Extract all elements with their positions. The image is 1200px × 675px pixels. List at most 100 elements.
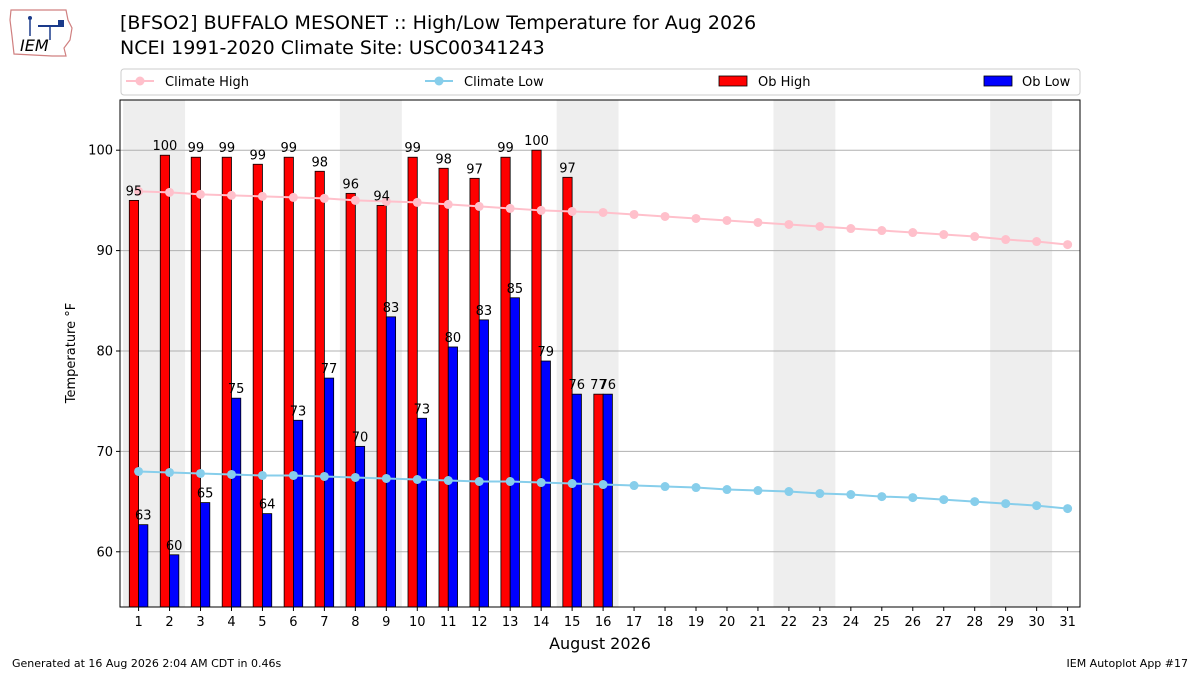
climate-high-point [196, 189, 206, 199]
climate-high-point [505, 203, 515, 213]
climate-low-point [567, 479, 577, 489]
ob-high-label: 99 [188, 141, 205, 156]
ob-low-bar [262, 513, 273, 608]
ob-low-label: 79 [538, 345, 555, 360]
ob-low-label: 63 [135, 509, 152, 524]
legend: Climate High Climate Low Ob High Ob Low [120, 68, 1081, 96]
legend-label: Ob Low [1022, 75, 1071, 90]
climate-low-point [134, 466, 144, 476]
ob-high-label: 98 [435, 152, 452, 167]
ob-low-bar [354, 445, 366, 608]
x-tick-label: 10 [409, 615, 426, 630]
ob-high-label: 99 [281, 141, 298, 156]
ob-high-bar [469, 177, 480, 608]
climate-low-point [691, 483, 701, 493]
iem-logo: IEM [8, 6, 74, 64]
ob-high-label: 99 [497, 141, 514, 156]
ob-high-bar [500, 156, 511, 608]
x-tick-label: 25 [874, 615, 891, 630]
ob-high-bar [252, 163, 263, 608]
climate-high-point [660, 211, 670, 221]
x-tick-label: 3 [196, 615, 204, 630]
ob-low-label: 75 [228, 382, 245, 397]
climate-low-point [288, 470, 298, 480]
ob-high-bar [128, 199, 139, 608]
climate-low-point [908, 493, 918, 503]
legend-label: Ob High [758, 75, 811, 90]
x-tick-label: 8 [351, 615, 359, 630]
x-tick-label: 27 [935, 615, 952, 630]
x-tick-label: 24 [843, 615, 860, 630]
ob-high-bar [283, 156, 294, 608]
x-tick-label: 9 [382, 615, 390, 630]
ob-high-label: 96 [342, 177, 359, 192]
climate-high-point [908, 228, 918, 238]
climate-high-point [629, 209, 639, 219]
climate-low-point [784, 487, 794, 497]
climate-high-point [226, 190, 236, 200]
x-tick-label: 18 [657, 615, 674, 630]
x-tick-label: 17 [626, 615, 643, 630]
climate-high-point [350, 195, 360, 205]
ob-low-bar [509, 297, 520, 608]
climate-high-point [319, 193, 329, 203]
climate-low-point [536, 478, 546, 488]
climate-high-point [474, 201, 484, 211]
climate-low-point [1063, 504, 1073, 514]
ob-high-label: 99 [404, 141, 421, 156]
ob-high-label: 99 [250, 148, 267, 163]
climate-high-point [815, 221, 825, 231]
weekend-band [990, 100, 1053, 607]
ob-high-label: 97 [559, 161, 576, 176]
ob-low-label: 73 [414, 402, 431, 417]
x-tick-label: 13 [502, 615, 519, 630]
climate-high-point [722, 215, 732, 225]
ob-high-bar [314, 170, 325, 608]
ob-low-bar [231, 397, 242, 608]
climate-low-point [412, 474, 422, 484]
ob-low-label: 83 [476, 304, 493, 319]
ob-low-bar [293, 419, 304, 608]
climate-low-point [660, 482, 670, 492]
ob-high-label: 98 [311, 155, 328, 170]
climate-low-point [226, 469, 236, 479]
climate-low-point [970, 497, 980, 507]
ob-low-label: 76 [569, 378, 586, 393]
x-tick-label: 26 [905, 615, 922, 630]
ob-high-bar [407, 156, 418, 608]
ob-low-bar [138, 524, 149, 608]
ob-low-bar [478, 319, 489, 608]
climate-low-point [474, 477, 484, 487]
climate-low-point [319, 471, 329, 481]
ob-low-bar [323, 377, 335, 608]
climate-high-point [598, 207, 608, 217]
x-tick-label: 30 [1028, 615, 1045, 630]
climate-high-point [134, 186, 144, 196]
ob-high-label: 97 [466, 162, 483, 177]
climate-high-point [288, 192, 298, 202]
x-tick-label: 15 [564, 615, 581, 630]
x-tick-label: 21 [750, 615, 767, 630]
weekend-band [773, 100, 836, 607]
climate-low-point [381, 473, 391, 483]
ob-low-label: 77 [321, 362, 338, 377]
climate-high-point [536, 205, 546, 215]
chart-subtitle: NCEI 1991-2020 Climate Site: USC00341243 [120, 37, 545, 59]
ob-low-bar [416, 417, 427, 608]
legend-bar-swatch [983, 75, 1013, 87]
y-tick-label: 90 [96, 244, 113, 259]
bar-labels: 95 100 99 99 99 99 98 96 94 99 98 97 99 100 97 77 63 60 65… [126, 134, 616, 554]
climate-high-point [970, 232, 980, 242]
plot-frame [119, 99, 1081, 608]
ob-low-label: 65 [197, 487, 214, 502]
ob-low-label: 64 [259, 498, 276, 513]
climate-low-point [846, 490, 856, 500]
x-tick-label: 12 [471, 615, 488, 630]
x-tick-label: 7 [320, 615, 328, 630]
ob-high-label: 94 [373, 189, 390, 204]
ob-high-bar [438, 167, 449, 608]
x-tick-label: 1 [134, 615, 142, 630]
ob-low-label: 80 [445, 331, 462, 346]
x-tick-label: 20 [719, 615, 736, 630]
